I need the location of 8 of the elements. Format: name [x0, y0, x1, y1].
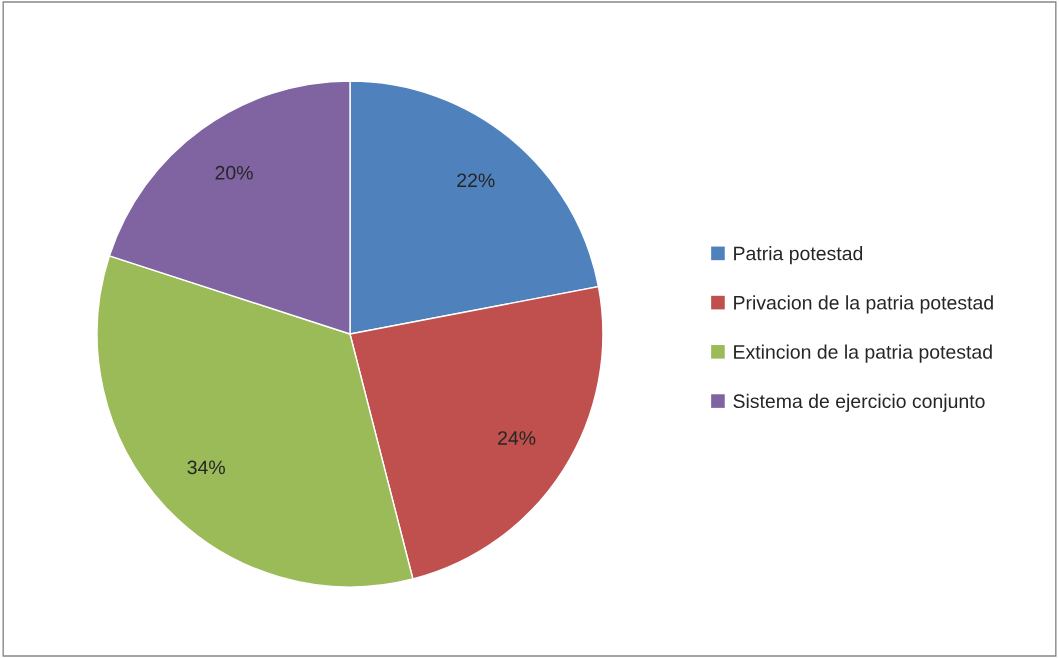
- legend-label: Privacion de la patria potestad: [734, 295, 993, 314]
- data-label: 34%: [187, 460, 225, 475]
- legend-label: Sistema de ejercicio conjunto: [733, 393, 985, 412]
- data-label: 24%: [498, 431, 536, 445]
- data-label: 22%: [457, 173, 495, 188]
- legend-label: Extincion de la patria potestad: [734, 344, 992, 363]
- legend-label: Patria potestad: [734, 246, 863, 265]
- data-label: 20%: [215, 165, 253, 180]
